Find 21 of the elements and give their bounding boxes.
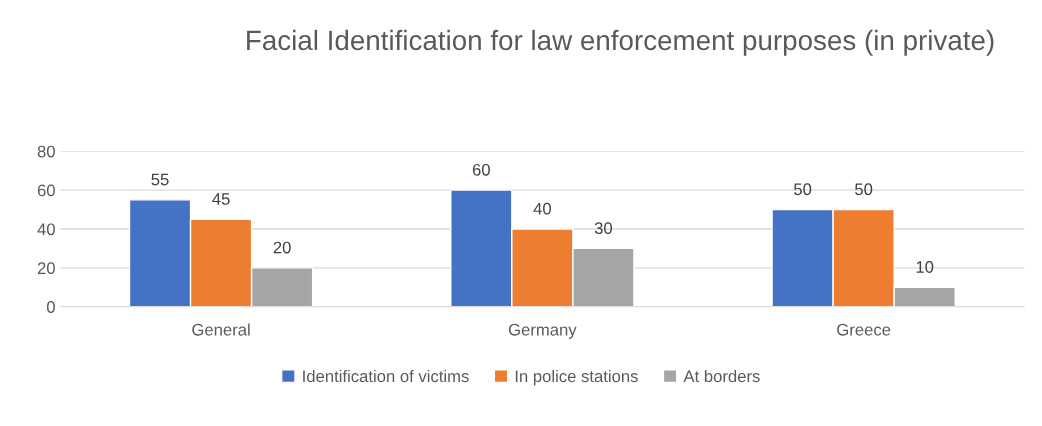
y-tick-label: 40 bbox=[37, 223, 55, 236]
x-tick-label: Greece bbox=[837, 323, 891, 336]
legend-label: In police stations bbox=[515, 369, 638, 386]
data-label: 40 bbox=[533, 202, 551, 215]
y-tick-label: 60 bbox=[37, 184, 55, 197]
data-label: 55 bbox=[151, 173, 169, 186]
data-label: 45 bbox=[212, 193, 230, 205]
y-tick-label: 20 bbox=[37, 262, 55, 275]
x-tick-label: Germany bbox=[508, 323, 577, 339]
legend-label: At borders bbox=[683, 369, 760, 383]
data-label: 30 bbox=[594, 222, 613, 235]
data-label: 60 bbox=[472, 163, 490, 176]
y-tick-label: 0 bbox=[46, 301, 55, 313]
data-label: 50 bbox=[855, 183, 873, 196]
chart-title: Facial Identification for law enforcement purposes (in private) bbox=[247, 29, 994, 56]
x-tick-label: General bbox=[192, 323, 250, 336]
data-label: 10 bbox=[916, 261, 934, 273]
legend-label: Identification of victims bbox=[303, 369, 469, 383]
data-label: 50 bbox=[794, 183, 812, 196]
data-label: 20 bbox=[273, 241, 291, 254]
y-tick-label: 80 bbox=[37, 145, 55, 158]
